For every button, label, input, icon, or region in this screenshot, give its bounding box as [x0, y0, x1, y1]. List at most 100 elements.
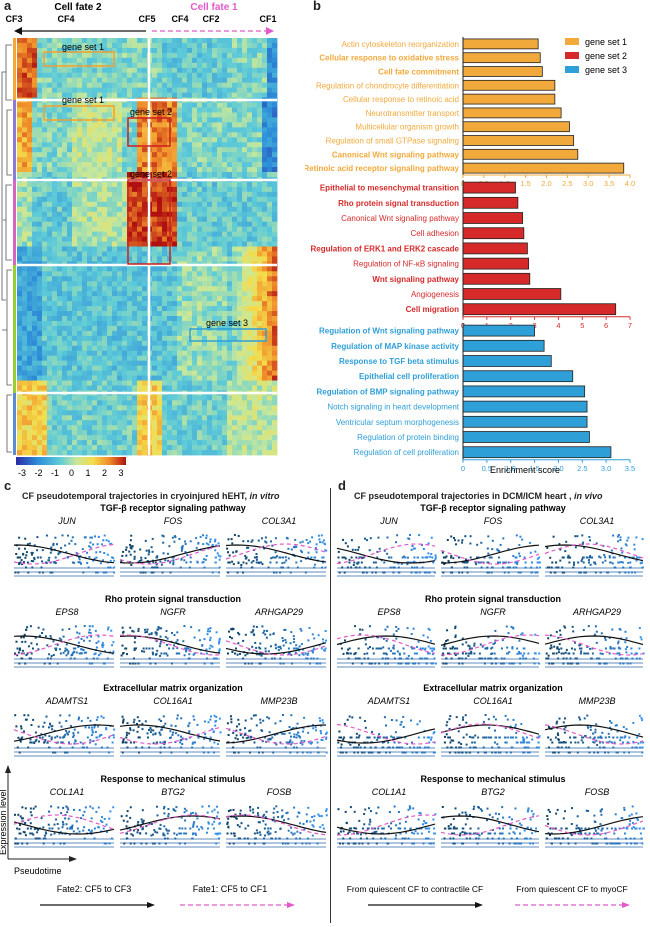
colorbar-tick-label: -2	[34, 468, 42, 478]
scatter-points	[441, 805, 539, 848]
legend-d-solid-label: From quiescent CF to contractile CF	[347, 884, 484, 894]
fate2-trend-line	[440, 635, 540, 646]
fate2-trend-line	[225, 815, 327, 833]
fate1-trend-line	[336, 634, 436, 655]
gene-set-3-box	[189, 328, 267, 342]
bar	[462, 79, 556, 91]
cf-label-cf4-left: CF4	[57, 14, 74, 24]
scatter-points	[120, 534, 222, 577]
bar	[462, 415, 588, 428]
scatter-points	[14, 714, 116, 757]
bar	[462, 212, 524, 224]
bar	[462, 196, 519, 209]
x-tick-label: 3.5	[625, 464, 635, 473]
scatter-points	[14, 805, 115, 848]
x-tick-label: 4	[556, 321, 560, 330]
gene-name-label: NGFR	[480, 607, 506, 617]
trajectory-section-title: TGF-β receptor signaling pathway	[420, 503, 566, 513]
bar-category-label: Angiogenesis	[411, 290, 459, 299]
x-tick-label: 1.5	[520, 179, 530, 188]
legend-c-solid-label: Fate2: CF5 to CF3	[57, 884, 132, 894]
fate1-trend-line	[119, 545, 221, 565]
fate1-trend-line	[225, 543, 327, 560]
bar	[462, 181, 516, 194]
x-tick-label: 7	[628, 321, 632, 330]
bar-category-label: Cell adhesion	[411, 229, 459, 238]
cluster-strip-4	[13, 265, 16, 393]
bar-category-label: Regulation of small GTPase signaling	[326, 137, 459, 146]
fate2-trend-line	[336, 728, 436, 744]
gene-name-label: COL3A1	[262, 516, 297, 526]
x-tick-label: 4.0	[625, 179, 635, 188]
trajectory-section-title: Response to mechanical stimulus	[420, 774, 565, 784]
bar-category-label: Retinoic acid receptor signaling pathway	[305, 164, 460, 173]
fate1-trend-line	[119, 726, 221, 745]
bar-group-1: Actin cytoskeleton reorganization Cellula…	[305, 37, 635, 188]
bar-category-label: Canonical Wnt signaling pathway	[332, 150, 460, 159]
panel-d-title-main: CF pseudotemporal trajectories in DCM/IC…	[354, 491, 575, 501]
trajectory-section-title: TGF-β receptor signaling pathway	[100, 503, 246, 513]
gene-set-2-box-bottom	[127, 179, 171, 265]
x-tick-label: 2.5	[562, 179, 572, 188]
gene-name-label: COL16A1	[473, 696, 513, 706]
bar	[462, 148, 579, 160]
fate2-trend-line	[336, 823, 436, 835]
x-tick-label: 3.0	[601, 464, 611, 473]
legend-d-dashed-label: From quiescent CF to myoCF	[516, 884, 627, 894]
panel-b-xlabel: Enrichment score	[490, 465, 560, 475]
fate1-trend-line	[336, 723, 436, 745]
x-tick-label: 3.5	[604, 179, 614, 188]
gene-set-2-label-top: gene set 2	[130, 107, 172, 117]
panel-c-title-main: CF pseudotemporal trajectories in cryoin…	[22, 491, 250, 501]
gene-name-label: ADAMTS1	[45, 696, 89, 706]
scatter-points	[441, 714, 541, 757]
panel-divider	[330, 488, 331, 923]
bar	[462, 400, 588, 413]
panel-d-title-italic: in vivo	[574, 491, 603, 501]
gene-name-label: EPS8	[377, 607, 400, 617]
x-tick-label: 2.5	[577, 464, 587, 473]
panel-a-heatmap-figure: Cell fate 2 Cell fate 1 CF3 CF4 CF5 CF4 …	[1, 2, 278, 478]
colorbar-ticks: -3 -2 -1 0 1 2 3	[18, 468, 124, 478]
scatter-points	[441, 625, 541, 668]
trajectory-section-title: Response to mechanical stimulus	[100, 774, 245, 784]
gene-name-label: COL16A1	[153, 696, 193, 706]
bar	[462, 162, 625, 174]
fate1-label: Cell fate 1	[190, 2, 238, 13]
bar-category-label: Response to TGF beta stimulus	[339, 357, 460, 366]
colorbar-tick-label: 3	[118, 468, 123, 478]
fate2-trend-line	[225, 544, 327, 563]
cf-label-cf1: CF1	[259, 14, 276, 24]
fate2-trend-line	[336, 635, 436, 646]
fate2-trend-line	[13, 635, 115, 654]
trajectory-section-title: Rho protein signal transduction	[425, 594, 561, 604]
bar-category-label: Canonical Wnt signaling pathway	[341, 214, 459, 223]
scatter-points	[337, 625, 437, 668]
legend-swatch-set2	[565, 52, 579, 59]
heatmap-body	[17, 38, 278, 456]
bar	[462, 431, 590, 443]
bar	[462, 385, 586, 398]
cluster-strip-3	[13, 180, 16, 265]
gene-set-1-box-top	[43, 51, 115, 67]
scatter-points	[226, 625, 327, 668]
gene-name-label: MMP23B	[578, 696, 615, 706]
fate2-trend-line	[544, 816, 644, 835]
colorbar-tick-label: 2	[102, 468, 107, 478]
fate1-trend-line	[440, 549, 540, 565]
fate2-trend-line	[225, 724, 327, 744]
x-tick-label: 2.0	[553, 464, 563, 473]
fate1-trend-line	[544, 634, 644, 656]
bar-category-label: Cell migration	[406, 305, 459, 314]
cluster-strip-1	[13, 38, 16, 100]
scatter-points	[545, 714, 645, 757]
fate2-trend-line	[119, 724, 221, 742]
fate2-label: Cell fate 2	[54, 2, 102, 13]
bar	[462, 242, 528, 255]
fate2-arrowhead	[14, 27, 22, 35]
bar-category-label: Cell fate commitment	[378, 68, 459, 77]
gene-name-label: ADAMTS1	[367, 696, 411, 706]
bar	[462, 288, 562, 300]
bar-category-label: Regulation of MAP kinase activity	[331, 342, 459, 351]
fate1-arrowhead	[266, 27, 274, 35]
